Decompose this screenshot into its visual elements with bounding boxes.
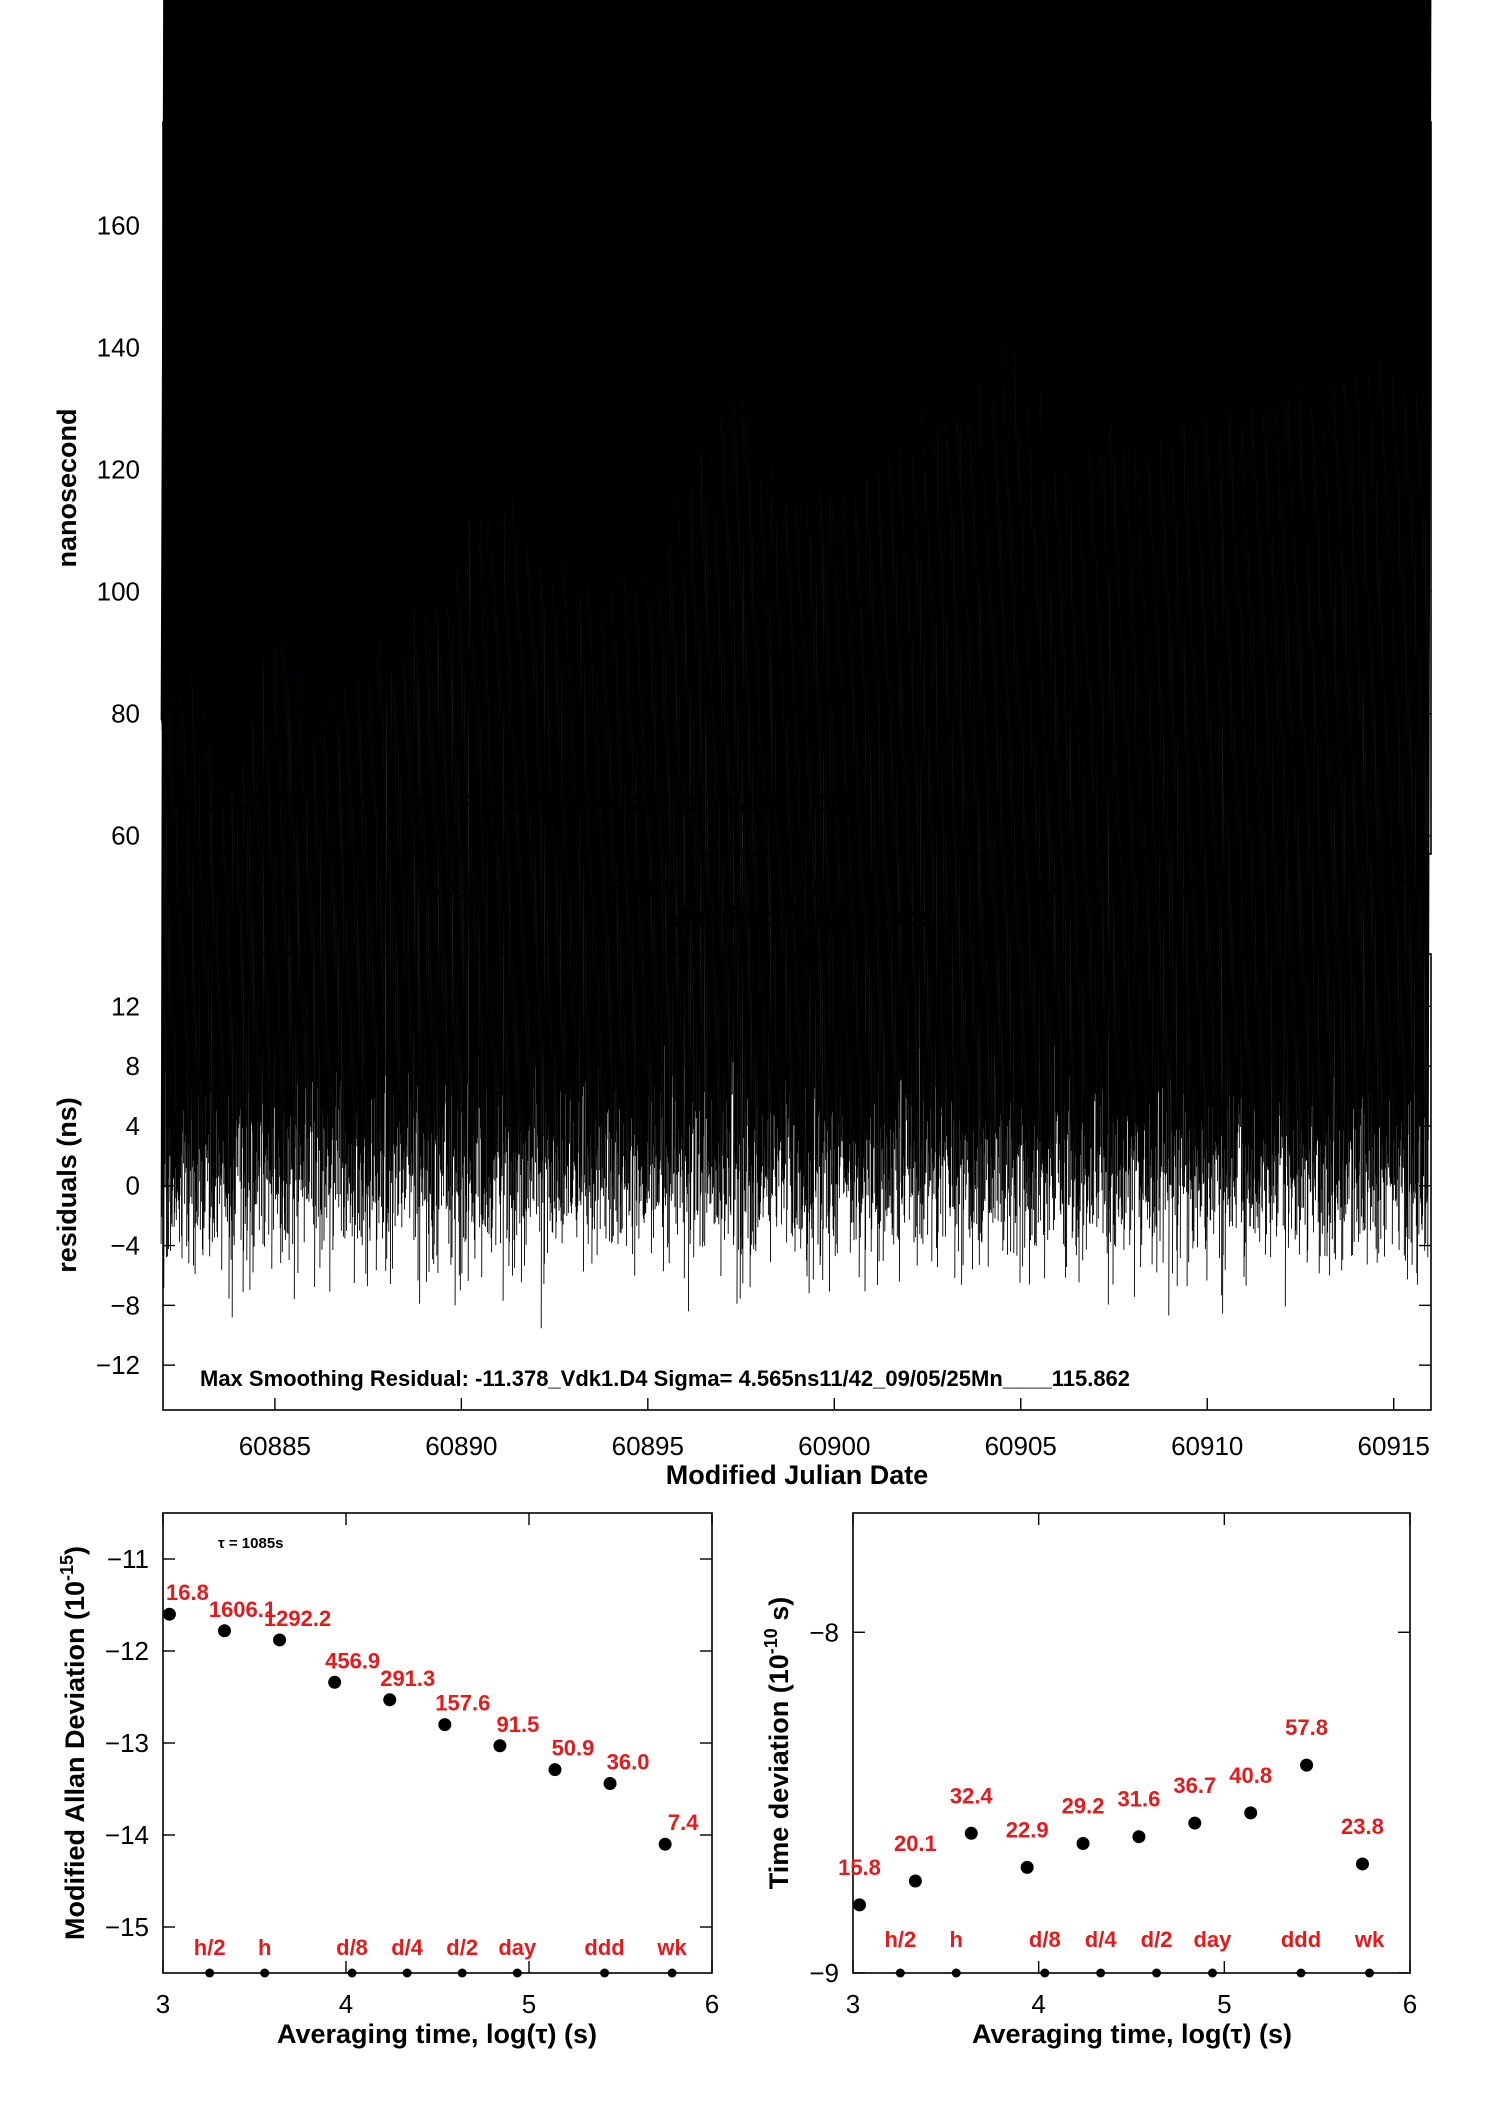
residuals-x-ticks: 60885 60890 60895 60900 60905 60910 60915 — [239, 954, 1430, 1461]
x-tick-label: 60905 — [985, 1431, 1057, 1461]
y-tick-label: −8 — [110, 1290, 140, 1320]
main-y-ticks: 60 80 100 120 140 160 — [97, 211, 1431, 851]
y-tick-label: −12 — [96, 1350, 140, 1380]
x-tick-label: 60910 — [1171, 1431, 1243, 1461]
y-tick-label: 12 — [111, 991, 140, 1021]
x-tick-label: 60895 — [612, 1431, 684, 1461]
x-tick-label: 60885 — [239, 1431, 311, 1461]
residuals-panel: 60885 60890 60895 60900 60905 60910 60915 −12−… — [52, 1, 1431, 1490]
main-y-axis-label: nanosecond — [52, 408, 82, 567]
y-tick-label: 100 — [97, 577, 140, 607]
y-tick-label: 8 — [126, 1051, 140, 1081]
y-tick-label: 4 — [126, 1111, 140, 1141]
y-tick-label: 120 — [97, 455, 140, 485]
x-tick-label: 60890 — [425, 1431, 497, 1461]
residuals-y-ticks: −12 −8 −4 0 4 8 12 — [96, 991, 1431, 1380]
x-tick-label: 60915 — [1358, 1431, 1430, 1461]
y-tick-label: 140 — [97, 333, 140, 363]
y-tick-label: −4 — [110, 1231, 140, 1261]
y-tick-label: 0 — [126, 1171, 140, 1201]
y-tick-label: 160 — [97, 211, 140, 241]
x-tick-label: 60900 — [798, 1431, 870, 1461]
y-tick-label: 80 — [111, 699, 140, 729]
y-tick-label: 60 — [111, 821, 140, 851]
